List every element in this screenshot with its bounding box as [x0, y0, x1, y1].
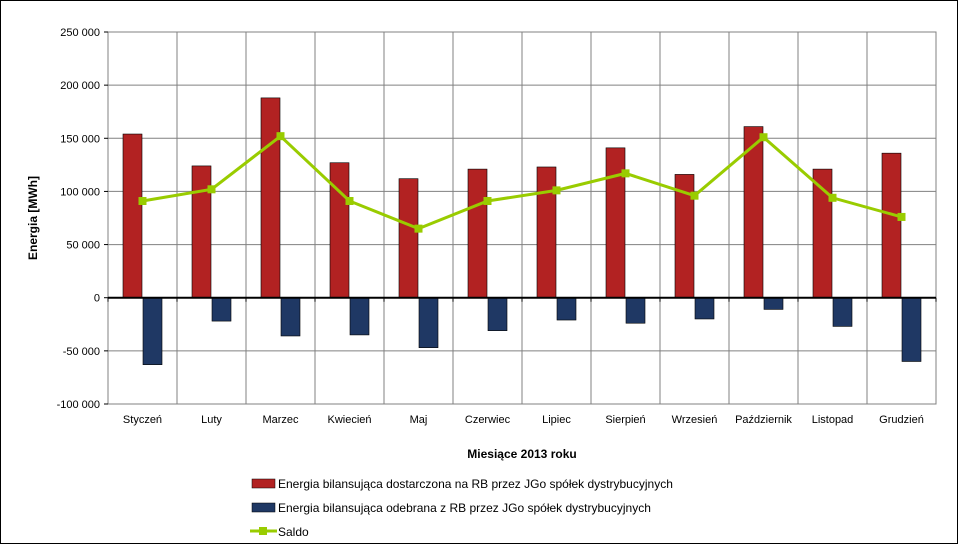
saldo-marker — [897, 212, 906, 221]
x-tick-label: Styczeń — [123, 414, 162, 426]
legend-marker-saldo — [259, 527, 267, 535]
bar-received — [280, 297, 301, 337]
bar-delivered — [881, 152, 902, 299]
saldo-marker — [207, 185, 216, 194]
saldo-marker — [345, 196, 354, 205]
x-tick-label: Marzec — [262, 414, 299, 426]
x-tick-label: Maj — [410, 414, 428, 426]
x-tick-label: Luty — [201, 414, 222, 426]
bar-delivered — [398, 178, 419, 299]
axis-layer — [104, 31, 937, 405]
saldo-line — [142, 134, 902, 231]
bar-delivered — [260, 97, 281, 299]
y-tick-label: 250 000 — [60, 27, 100, 39]
x-tick-label: Październik — [735, 414, 792, 426]
bar-delivered — [122, 133, 143, 299]
saldo-marker — [690, 191, 699, 200]
saldo-marker — [414, 224, 423, 233]
legend-swatch-received — [251, 502, 276, 513]
x-tick-label: Kwiecień — [327, 414, 371, 426]
legend-label-received: Energia bilansująca odebrana z RB przez … — [278, 501, 651, 515]
legend-swatch-delivered — [251, 478, 276, 489]
bar-received — [832, 297, 853, 327]
saldo-marker — [759, 133, 768, 142]
y-axis-title: Energia [MWh] — [26, 176, 40, 260]
x-tick-label: Lipiec — [542, 414, 571, 426]
y-tick-label: 100 000 — [60, 186, 100, 198]
y-tick-label: 200 000 — [60, 80, 100, 92]
bar-received — [556, 297, 577, 321]
bar-received — [625, 297, 646, 324]
bar-received — [211, 297, 232, 322]
line-layer — [138, 132, 906, 233]
bar-received — [142, 297, 163, 365]
saldo-marker — [276, 132, 285, 141]
y-tick-label: 0 — [94, 293, 100, 305]
label-layer: 250 000 200 000 150 000 100 000 50 000 0 -50 0… — [57, 27, 924, 426]
legend-label-saldo: Saldo — [278, 525, 309, 539]
saldo-marker — [621, 169, 630, 178]
legend: Energia bilansująca dostarczona na RB pr… — [250, 477, 673, 539]
saldo-marker — [552, 186, 561, 195]
x-tick-label: Grudzień — [879, 414, 924, 426]
x-tick-label: Wrzesień — [672, 414, 718, 426]
bar-received — [418, 297, 439, 348]
bar-received — [349, 297, 370, 336]
y-tick-label: -100 000 — [57, 399, 100, 411]
x-tick-label: Listopad — [812, 414, 854, 426]
y-tick-label: -50 000 — [63, 346, 100, 358]
saldo-marker — [828, 193, 837, 202]
grid-layer — [108, 31, 936, 405]
y-tick-label: 150 000 — [60, 133, 100, 145]
bar-received — [487, 297, 508, 331]
bar-received — [694, 297, 715, 320]
bar-layer — [122, 97, 922, 365]
bar-received — [901, 297, 922, 362]
saldo-marker — [138, 196, 147, 205]
bar-received — [763, 297, 784, 310]
legend-label-delivered: Energia bilansująca dostarczona na RB pr… — [278, 477, 673, 491]
y-tick-label: 50 000 — [66, 240, 100, 252]
x-tick-label: Sierpień — [605, 414, 645, 426]
x-axis-title: Miesiące 2013 roku — [467, 447, 576, 461]
bar-delivered — [329, 162, 350, 299]
saldo-marker — [483, 196, 492, 205]
x-tick-label: Czerwiec — [465, 414, 511, 426]
bar-delivered — [467, 168, 488, 299]
